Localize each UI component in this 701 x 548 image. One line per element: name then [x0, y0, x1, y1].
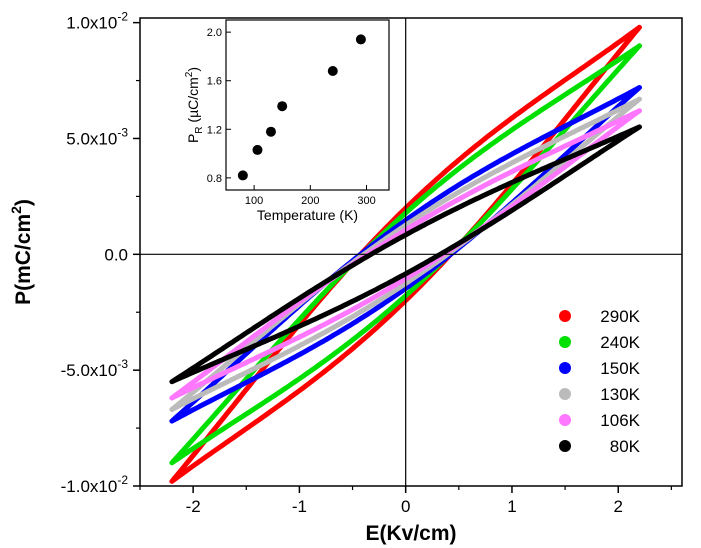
inset-y-tick-label: 0.8: [207, 173, 222, 185]
inset-point: [265, 126, 276, 137]
legend-marker-106K: [559, 414, 571, 426]
main-axes: -2 -1 0 1 2 -1.0x10-2 -5.0x10-3 0.0 5.0x10-3 1.0x…: [8, 10, 683, 545]
legend: 290K 240K 150K 130K 106K 80K: [559, 307, 641, 456]
legend-marker-290K: [559, 310, 571, 322]
inset-point: [252, 144, 263, 155]
x-tick-label: 1: [507, 497, 516, 516]
legend-label-150K: 150K: [600, 359, 640, 378]
x-axis-title: E(Kv/cm): [365, 522, 456, 545]
series-loop-240K: [169, 43, 642, 466]
y-tick-label: -5.0x10-3: [61, 357, 129, 380]
legend-label-106K: 106K: [600, 411, 640, 430]
x-tick-label: -2: [186, 497, 201, 516]
inset-point: [327, 66, 338, 76]
inset-x-tick-label: 100: [245, 195, 263, 207]
legend-marker-240K: [559, 336, 571, 348]
legend-label-290K: 290K: [600, 307, 640, 326]
legend-label-130K: 130K: [600, 385, 640, 404]
x-tick-label: 0: [401, 497, 410, 516]
legend-label-240K: 240K: [600, 333, 640, 352]
x-tick-label: -1: [292, 497, 307, 516]
legend-marker-150K: [559, 362, 571, 374]
inset-y-axis-title: PR (µC/cm2): [184, 67, 205, 143]
inset-chart: 100 200 300 0.8 1.2 1.6 2.0 Temperature (K) PR (…: [184, 19, 390, 223]
inset-x-axis-title: Temperature (K): [257, 207, 358, 223]
inset-point: [277, 101, 288, 112]
legend-marker-130K: [559, 388, 571, 400]
inset-frame: [225, 19, 390, 191]
inset-y-tick-label: 2.0: [207, 27, 222, 39]
inset-point: [355, 34, 366, 45]
y-tick-label: 0.0: [104, 245, 128, 264]
main-plot-series: [169, 24, 642, 484]
legend-marker-80K: [559, 440, 571, 452]
y-tick-label: -1.0x10-2: [61, 473, 129, 496]
y-axis-title: P(mC/cm2): [8, 199, 35, 305]
y-tick-label: 5.0x10-3: [66, 125, 128, 148]
y-tick-label: 1.0x10-2: [66, 10, 128, 33]
inset-y-tick-label: 1.6: [207, 76, 222, 88]
inset-y-tick-label: 1.2: [207, 124, 222, 136]
inset-x-tick-label: 200: [301, 195, 319, 207]
series-loop-80K: [169, 124, 642, 385]
x-tick-label: 2: [614, 497, 623, 516]
inset-point: [237, 170, 248, 181]
legend-label-80K: 80K: [610, 437, 641, 456]
inset-x-tick-label: 300: [357, 195, 375, 207]
plot-frame: [139, 17, 683, 487]
